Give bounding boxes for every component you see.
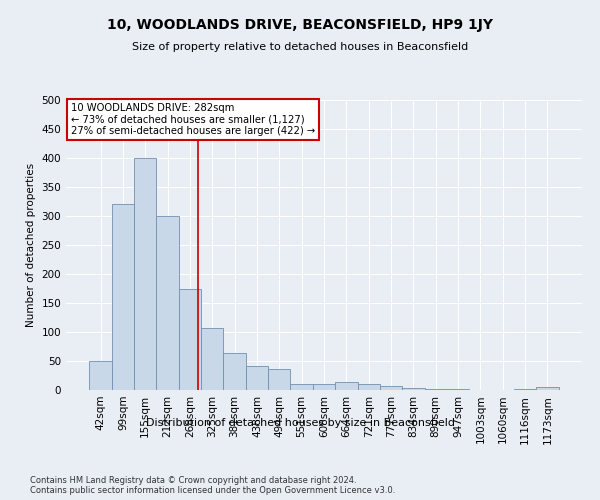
Bar	[179, 288, 201, 390]
Bar	[536, 387, 559, 390]
Bar	[380, 386, 402, 390]
Text: Size of property relative to detached houses in Beaconsfield: Size of property relative to detached ho…	[132, 42, 468, 52]
Text: Contains HM Land Registry data © Crown copyright and database right 2024.
Contai: Contains HM Land Registry data © Crown c…	[30, 476, 395, 495]
Bar	[425, 389, 447, 390]
Bar	[201, 328, 223, 390]
Bar	[313, 384, 335, 390]
Text: 10 WOODLANDS DRIVE: 282sqm
← 73% of detached houses are smaller (1,127)
27% of s: 10 WOODLANDS DRIVE: 282sqm ← 73% of deta…	[71, 103, 316, 136]
Y-axis label: Number of detached properties: Number of detached properties	[26, 163, 36, 327]
Bar	[402, 388, 425, 390]
Text: Distribution of detached houses by size in Beaconsfield: Distribution of detached houses by size …	[146, 418, 455, 428]
Bar	[112, 204, 134, 390]
Bar	[290, 384, 313, 390]
Bar	[358, 384, 380, 390]
Bar	[335, 382, 358, 390]
Bar	[89, 361, 112, 390]
Text: 10, WOODLANDS DRIVE, BEACONSFIELD, HP9 1JY: 10, WOODLANDS DRIVE, BEACONSFIELD, HP9 1…	[107, 18, 493, 32]
Bar	[223, 354, 246, 390]
Bar	[157, 216, 179, 390]
Bar	[268, 368, 290, 390]
Bar	[134, 158, 157, 390]
Bar	[246, 366, 268, 390]
